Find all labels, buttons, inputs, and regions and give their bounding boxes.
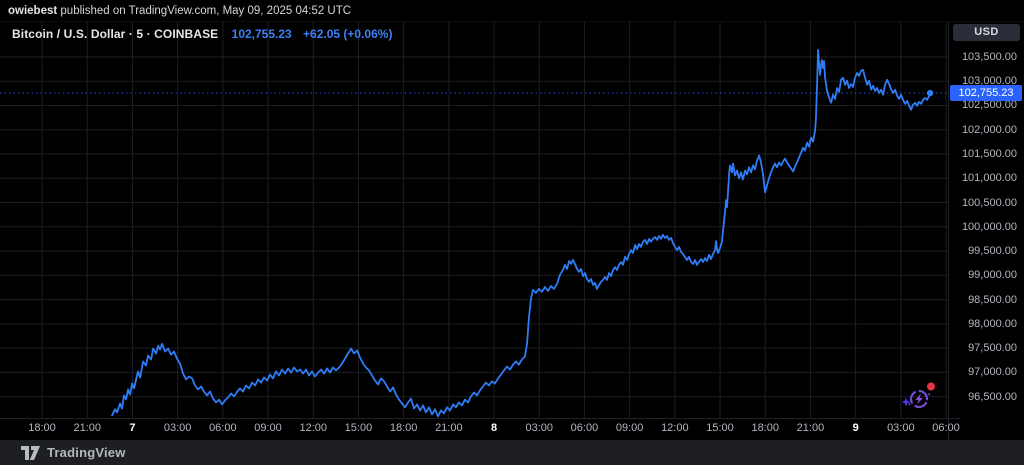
price-axis-label: 97,500.00 [968, 342, 1017, 355]
time-axis-label: 12:00 [661, 422, 689, 434]
last-price-badge: 102,755.23 [950, 85, 1022, 102]
price-axis-label: 96,500.00 [968, 390, 1017, 403]
legend-last-price: 102,755.23 [231, 27, 292, 41]
price-axis-label: 97,000.00 [968, 366, 1017, 379]
time-axis-label: 03:00 [887, 422, 915, 434]
price-axis-label: 98,500.00 [968, 293, 1017, 306]
time-axis-label: 15:00 [706, 422, 734, 434]
price-axis[interactable]: USD 102,755.23 103,500.00 103,000.00 102,5… [948, 22, 1024, 440]
price-axis-label: 99,000.00 [968, 269, 1017, 282]
time-axis-label: 7 [129, 422, 136, 434]
tradingview-wordmark: TradingView [47, 445, 126, 460]
chart-legend: Bitcoin / U.S. Dollar · 5 · COINBASE 102… [12, 25, 392, 43]
bottom-brand-bar: TradingView [0, 440, 1024, 465]
price-axis-label: 101,000.00 [961, 172, 1017, 185]
time-axis-label: 18:00 [28, 422, 56, 434]
attribution-text: published on TradingView.com, May 09, 20… [57, 5, 352, 17]
time-axis-label: 09:00 [615, 422, 644, 434]
chart-plot-area[interactable]: Bitcoin / U.S. Dollar · 5 · COINBASE 102… [0, 22, 948, 418]
time-axis-label: 21:00 [73, 422, 101, 434]
time-axis-label: 15:00 [344, 422, 373, 434]
time-axis-label: 21:00 [796, 422, 825, 434]
price-axis-label: 99,500.00 [968, 245, 1017, 258]
price-axis-label: 102,000.00 [961, 123, 1017, 136]
price-line-series [111, 49, 931, 418]
last-point-marker [926, 89, 934, 97]
publisher-username[interactable]: owiebest [8, 5, 58, 17]
tradingview-logo-icon [21, 445, 40, 460]
symbol-title[interactable]: Bitcoin / U.S. Dollar · 5 · COINBASE [12, 27, 219, 41]
time-axis-label: 8 [490, 422, 498, 434]
time-axis-label: 03:00 [163, 422, 192, 434]
time-axis-label: 06:00 [932, 422, 960, 434]
boost-swirl-icon [901, 382, 935, 409]
price-axis-label: 100,000.00 [961, 220, 1017, 233]
currency-unit-button[interactable]: USD [953, 24, 1020, 41]
price-axis-label: 101,500.00 [961, 148, 1017, 160]
legend-price-change: +62.05 (+0.06%) [303, 27, 393, 41]
price-axis-label: 103,500.00 [961, 50, 1017, 63]
price-axis-label: 98,000.00 [968, 317, 1017, 330]
time-axis-label: 18:00 [389, 422, 418, 434]
time-axis-label: 03:00 [525, 422, 553, 434]
time-axis-label: 09:00 [254, 422, 282, 434]
price-line-chart[interactable] [0, 22, 948, 418]
tradingview-logo-link[interactable]: TradingView [21, 445, 126, 460]
time-axis-label: 12:00 [299, 422, 327, 434]
time-axis-label: 9 [852, 422, 859, 434]
time-axis-label: 21:00 [435, 422, 463, 434]
time-axis-label: 06:00 [570, 422, 599, 434]
price-axis-label: 102,500.00 [961, 99, 1017, 112]
price-axis-label: 100,500.00 [961, 196, 1017, 209]
attribution-bar: owiebest published on TradingView.com, M… [0, 0, 1024, 22]
time-axis-label: 18:00 [751, 422, 779, 434]
price-axis-label: 103,000.00 [961, 75, 1017, 88]
time-axis-label: 06:00 [209, 422, 237, 434]
time-axis[interactable]: 18:00 21:00 7 03:00 06:00 09:00 12:00 15:00 18:0… [0, 418, 960, 440]
